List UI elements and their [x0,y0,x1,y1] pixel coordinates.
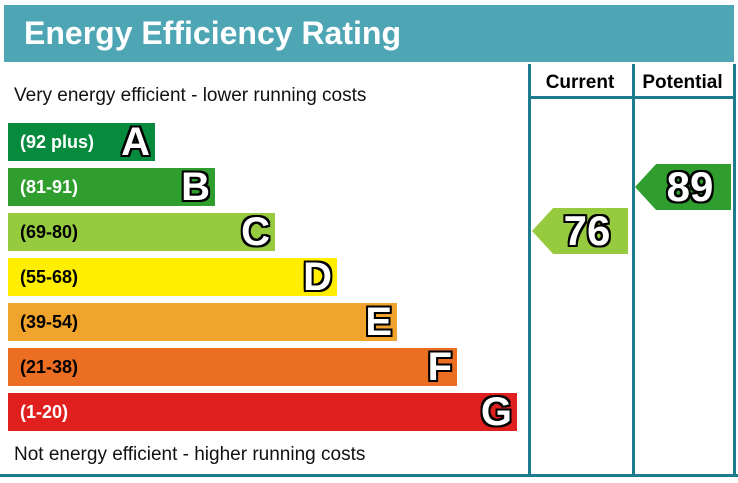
band-range-label: (92 plus) [20,131,95,152]
band-range-label: (21-38) [20,356,79,377]
band-letter: A [121,120,150,164]
table-bottom-border [0,474,738,477]
band-A: (92 plus) A [8,120,155,164]
band-range-label: (39-54) [20,311,79,332]
page-title: Energy Efficiency Rating [4,5,734,62]
band-E: (39-54) E [8,300,397,344]
band-letter: G [480,390,512,434]
band-range-label: (69-80) [20,221,79,242]
band-C: (69-80) C [8,210,275,254]
table-divider-middle [632,64,635,477]
table-divider-left [528,64,531,477]
band-range-label: (1-20) [20,401,69,422]
band-F: (21-38) F [8,345,457,389]
band-letter: E [365,300,392,344]
potential-rating-value: 89 [666,163,714,210]
table-header-separator [528,96,736,99]
band-range-label: (55-68) [20,266,79,287]
band-range-label: (81-91) [20,176,79,197]
band-letter: C [241,210,270,254]
band-B: (81-91) B [8,165,215,209]
current-rating-arrow: 76 [532,208,628,254]
band-letter: D [303,255,332,299]
band-G: (1-20) G [8,390,517,434]
potential-column-header: Potential [642,72,723,93]
bottom-caption: Not energy efficient - higher running co… [14,444,366,465]
band-letter: B [181,165,210,209]
top-caption: Very energy efficient - lower running co… [14,85,367,106]
current-column-header: Current [545,72,615,93]
potential-rating-arrow: 89 [635,164,731,210]
table-divider-right [733,64,736,477]
band-letter: F [427,345,452,389]
band-D: (55-68) D [8,255,337,299]
current-rating-value: 76 [563,207,611,254]
